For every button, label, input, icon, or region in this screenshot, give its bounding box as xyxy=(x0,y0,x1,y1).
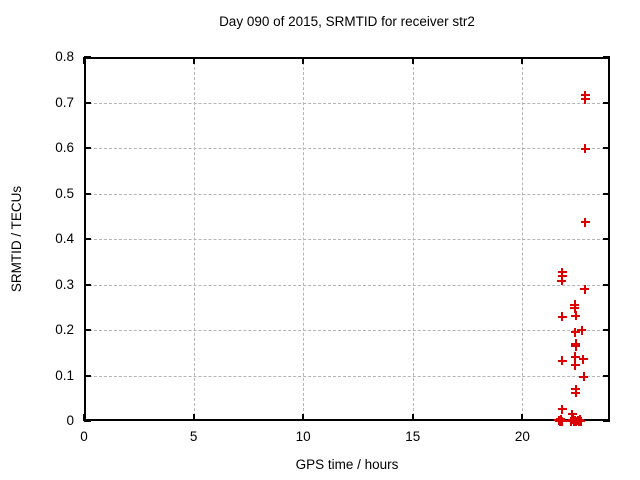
data-point-marker xyxy=(580,144,590,154)
y-tick-mark xyxy=(603,192,610,195)
data-point-marker xyxy=(570,327,580,337)
x-axis-label: GPS time / hours xyxy=(295,457,399,472)
x-gridline xyxy=(303,57,305,421)
data-point-marker xyxy=(557,276,567,286)
plot-area xyxy=(83,56,610,426)
y-gridline xyxy=(84,239,610,240)
x-tick-label: 10 xyxy=(295,429,311,444)
x-gridline xyxy=(193,57,195,421)
y-tick-label: 0.7 xyxy=(55,94,74,110)
x-tick-mark xyxy=(83,57,85,64)
y-tick-label: 0.4 xyxy=(55,231,74,246)
data-point-marker xyxy=(577,325,587,335)
x-tick-mark xyxy=(192,414,195,421)
x-gridline xyxy=(522,57,524,421)
data-point-marker xyxy=(570,360,580,370)
y-gridline xyxy=(84,193,610,195)
y-tick-mark xyxy=(84,374,91,377)
y-tick-mark xyxy=(603,147,610,149)
x-tick-mark xyxy=(83,414,85,421)
x-tick-label: 20 xyxy=(514,429,530,444)
data-point-marker xyxy=(578,354,588,364)
data-point-marker xyxy=(557,271,567,281)
y-gridline xyxy=(84,284,610,286)
y-tick-mark xyxy=(603,238,610,240)
y-tick-label: 0.1 xyxy=(55,367,74,383)
data-point-marker xyxy=(580,284,590,294)
data-point-marker xyxy=(557,404,567,414)
data-point-marker xyxy=(580,217,590,227)
y-tick-mark xyxy=(603,283,610,286)
y-tick-mark xyxy=(84,283,91,286)
y-gridline xyxy=(84,330,610,331)
x-tick-mark xyxy=(302,414,305,421)
y-tick-label: 0.3 xyxy=(55,276,74,292)
y-tick-mark xyxy=(84,101,91,104)
y-tick-label: 0 xyxy=(66,413,74,428)
data-point-marker xyxy=(580,94,590,104)
y-gridline xyxy=(84,102,610,104)
x-gridline xyxy=(412,57,414,421)
y-tick-mark xyxy=(603,420,610,422)
y-tick-label: 0.6 xyxy=(55,140,74,155)
y-tick-mark xyxy=(603,329,610,331)
y-tick-label: 0.5 xyxy=(55,185,74,201)
y-tick-mark xyxy=(84,329,91,331)
y-tick-mark xyxy=(84,147,91,149)
x-tick-mark xyxy=(521,57,524,64)
data-point-marker xyxy=(570,352,580,362)
data-point-marker xyxy=(557,312,567,322)
y-tick-mark xyxy=(84,56,91,58)
x-tick-label: 0 xyxy=(80,429,88,444)
data-point-marker xyxy=(579,372,589,382)
data-point-marker xyxy=(571,388,581,398)
y-gridline xyxy=(84,148,610,149)
x-tick-mark xyxy=(302,57,305,64)
y-tick-mark xyxy=(603,56,610,58)
data-point-marker xyxy=(571,341,581,351)
data-point-marker xyxy=(567,409,577,419)
y-gridline xyxy=(84,375,610,377)
data-point-marker xyxy=(556,414,566,424)
data-point-marker xyxy=(576,416,586,426)
x-tick-label: 5 xyxy=(189,429,198,444)
y-tick-label: 0.8 xyxy=(55,49,74,64)
y-tick-mark xyxy=(603,374,610,377)
x-tick-mark xyxy=(521,414,524,421)
data-point-marker xyxy=(570,303,580,313)
y-tick-mark xyxy=(84,192,91,195)
y-tick-mark xyxy=(84,420,91,422)
chart-title: Day 090 of 2015, SRMTID for receiver str… xyxy=(219,14,475,29)
y-tick-mark xyxy=(603,101,610,104)
x-tick-mark xyxy=(411,414,414,421)
y-tick-label: 0.2 xyxy=(55,322,74,337)
y-tick-mark xyxy=(84,238,91,240)
data-point-marker xyxy=(557,416,567,426)
data-point-marker xyxy=(571,311,581,321)
x-tick-mark xyxy=(411,57,414,64)
x-tick-label: 15 xyxy=(405,429,421,444)
x-tick-mark xyxy=(192,57,195,64)
data-point-marker xyxy=(557,356,567,366)
data-point-marker xyxy=(575,415,585,425)
